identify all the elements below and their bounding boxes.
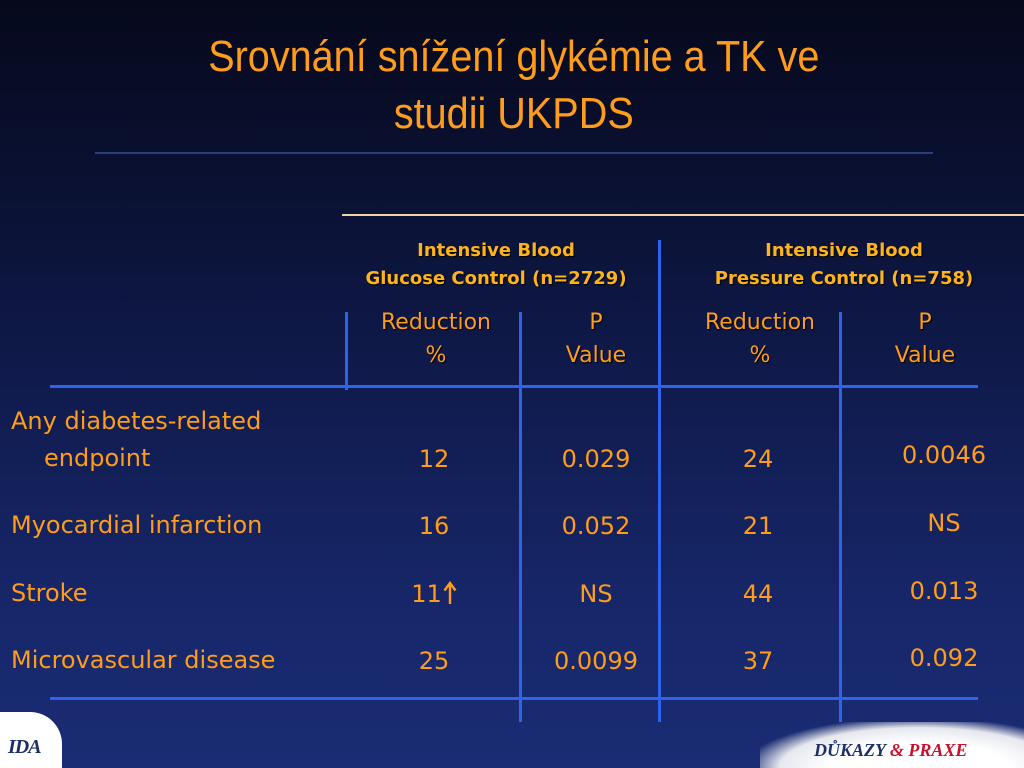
- logo-word-1: DŮKAZY: [814, 740, 886, 760]
- table-bottom-rule: [50, 697, 978, 700]
- logo-word-2: & PRAXE: [889, 740, 968, 760]
- row-label-any-diabetes: Any diabetes-related endpoint: [11, 403, 261, 477]
- cell-value: 11: [411, 580, 442, 608]
- col-header-glucose-reduction: Reduction %: [352, 306, 520, 372]
- col-header-pressure-reduction: Reduction %: [676, 306, 844, 372]
- row-label-line-2: endpoint: [44, 444, 151, 472]
- slide-title-line-2: studii UKPDS: [393, 89, 634, 138]
- ida-logo-text: IDA: [8, 736, 42, 758]
- dukazy-praxe-logo: DŮKAZY & PRAXE: [814, 740, 967, 761]
- col-header-line-2: Value: [565, 343, 627, 368]
- col-header-line-2: Value: [894, 343, 956, 368]
- row-label-line-1: Stroke: [11, 579, 88, 607]
- cell-value: 24: [742, 445, 774, 473]
- cell-value: 21: [742, 512, 774, 540]
- row-label-line-1: Any diabetes-related: [11, 407, 262, 435]
- table-divider-col-3: [839, 312, 842, 722]
- cell-value: 44: [742, 580, 774, 608]
- ida-logo: IDA: [0, 712, 62, 768]
- cell-value: NS: [579, 580, 613, 608]
- group-header-glucose-line-1: Intensive Blood: [417, 240, 575, 261]
- table-divider-groups: [658, 240, 661, 722]
- group-header-pressure-line-1: Intensive Blood: [765, 240, 923, 261]
- row-label-microvascular-disease: Microvascular disease: [11, 642, 275, 679]
- group-header-glucose: Intensive Blood Glucose Control (n=2729): [328, 237, 664, 293]
- cell-value: 37: [742, 647, 774, 675]
- table-divider-header: [345, 312, 348, 390]
- cell-value-with-arrow: 11: [352, 579, 516, 609]
- col-header-line-1: Reduction: [705, 310, 815, 335]
- group-header-pressure-line-2: Pressure Control (n=758): [714, 268, 974, 289]
- col-header-line-2: %: [749, 343, 771, 368]
- group-header-pressure: Intensive Blood Pressure Control (n=758): [676, 237, 1012, 293]
- col-header-line-1: Reduction: [381, 310, 491, 335]
- col-header-glucose-p-value: P Value: [526, 306, 666, 372]
- slide-title: Srovnání snížení glykémie a TK ve studii…: [53, 28, 975, 142]
- row-label-myocardial-infarction: Myocardial infarction: [11, 507, 262, 544]
- row-label-line-1: Microvascular disease: [11, 646, 276, 674]
- cell-value: 25: [418, 647, 450, 675]
- cell-value: NS: [927, 509, 961, 537]
- cell-value: 0.092: [909, 644, 979, 672]
- table-divider-col-1: [519, 312, 522, 722]
- col-header-line-2: %: [425, 343, 447, 368]
- cell-value: 0.0099: [554, 647, 638, 675]
- col-header-line-1: P: [918, 310, 932, 335]
- col-header-pressure-p-value: P Value: [846, 306, 1004, 372]
- up-arrow-icon: [443, 581, 457, 604]
- row-label-line-1: Myocardial infarction: [11, 511, 263, 539]
- row-label-stroke: Stroke: [11, 575, 87, 612]
- slide-title-line-1: Srovnání snížení glykémie a TK ve: [208, 32, 820, 81]
- title-underline: [95, 152, 933, 154]
- cell-value: 0.052: [561, 512, 631, 540]
- dukazy-praxe-logo-background: [760, 722, 1024, 768]
- table-header-rule: [50, 385, 978, 388]
- group-header-glucose-line-2: Glucose Control (n=2729): [365, 268, 627, 289]
- cell-value: 12: [418, 445, 450, 473]
- cell-value: 0.013: [909, 577, 979, 605]
- cell-value: 16: [418, 512, 450, 540]
- cell-value: 0.029: [561, 445, 631, 473]
- cell-value: 0.0046: [902, 441, 986, 469]
- col-header-line-1: P: [589, 310, 603, 335]
- table-top-rule: [342, 214, 1024, 216]
